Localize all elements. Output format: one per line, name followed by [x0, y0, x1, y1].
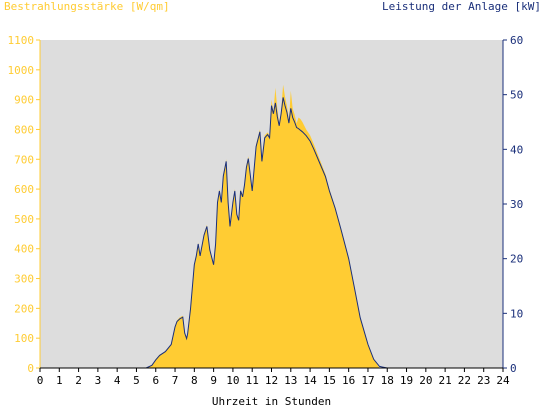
x-tick-label: 18	[381, 374, 394, 387]
x-tick-label: 8	[191, 374, 198, 387]
x-tick-label: 22	[458, 374, 471, 387]
x-tick-label: 12	[265, 374, 278, 387]
left-tick-label: 1100	[8, 34, 35, 47]
x-tick-label: 3	[95, 374, 102, 387]
x-tick-label: 0	[37, 374, 44, 387]
ticks-layer: 0100200300400500600700800900100011000102…	[8, 34, 524, 387]
left-tick-label: 500	[14, 213, 34, 226]
x-tick-label: 11	[246, 374, 259, 387]
x-tick-label: 17	[361, 374, 374, 387]
x-tick-label: 5	[133, 374, 140, 387]
x-tick-label: 13	[284, 374, 297, 387]
x-tick-label: 24	[496, 374, 510, 387]
left-tick-label: 100	[14, 332, 34, 345]
x-tick-label: 7	[172, 374, 179, 387]
x-tick-label: 15	[323, 374, 336, 387]
x-tick-label: 20	[419, 374, 432, 387]
x-tick-label: 23	[477, 374, 490, 387]
left-tick-label: 600	[14, 183, 34, 196]
right-tick-label: 30	[510, 198, 523, 211]
x-axis-label: Uhrzeit in Stunden	[212, 395, 331, 408]
x-tick-label: 6	[152, 374, 159, 387]
right-tick-label: 0	[510, 362, 517, 375]
x-tick-label: 14	[303, 374, 317, 387]
left-tick-label: 700	[14, 153, 34, 166]
irradiance-area	[40, 84, 503, 368]
x-tick-label: 19	[400, 374, 413, 387]
x-tick-label: 10	[226, 374, 239, 387]
left-tick-label: 900	[14, 94, 34, 107]
power-line	[40, 97, 503, 369]
left-tick-label: 800	[14, 123, 34, 136]
power-line-layer	[40, 97, 503, 369]
x-tick-label: 1	[56, 374, 63, 387]
right-tick-label: 60	[510, 34, 523, 47]
left-tick-label: 1000	[8, 64, 35, 77]
x-tick-label: 21	[439, 374, 452, 387]
right-tick-label: 40	[510, 143, 523, 156]
right-tick-label: 10	[510, 307, 523, 320]
right-tick-label: 50	[510, 89, 523, 102]
left-tick-label: 0	[27, 362, 34, 375]
left-tick-label: 200	[14, 302, 34, 315]
left-axis-title: Bestrahlungsstärke [W/qm]	[4, 0, 170, 13]
x-tick-label: 16	[342, 374, 355, 387]
x-tick-label: 2	[75, 374, 82, 387]
irradiance-area-layer	[40, 84, 503, 368]
left-tick-label: 400	[14, 243, 34, 256]
x-tick-label: 4	[114, 374, 121, 387]
left-tick-label: 300	[14, 273, 34, 286]
x-tick-label: 9	[210, 374, 217, 387]
right-axis-title: Leistung der Anlage [kW]	[382, 0, 541, 13]
right-tick-label: 20	[510, 253, 523, 266]
